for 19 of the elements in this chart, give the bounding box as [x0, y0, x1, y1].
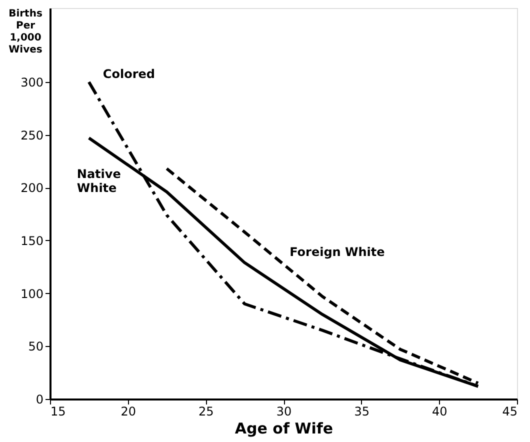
- y-axis-title: Births Per 1,000 Wives: [8, 8, 42, 56]
- y-tick-label: 100: [20, 286, 44, 301]
- series-label: Native White: [76, 166, 121, 195]
- x-tick-label: 25: [198, 404, 214, 418]
- x-tick-label: 35: [354, 404, 370, 418]
- y-tick-label: 300: [20, 75, 44, 90]
- x-axis-title: Age of Wife: [234, 420, 334, 438]
- y-tick-label: 200: [20, 181, 44, 196]
- y-tick-label: 0: [36, 392, 44, 406]
- y-tick-label: 150: [20, 234, 44, 248]
- x-tick-label: 15: [50, 404, 66, 418]
- y-tick-label: 250: [20, 128, 44, 142]
- series-label: Colored: [102, 66, 155, 81]
- series-label: Foreign White: [290, 245, 385, 260]
- x-tick-label: 45: [502, 404, 518, 418]
- y-tick-label: 50: [28, 340, 44, 354]
- x-tick-label: 30: [276, 404, 292, 418]
- x-tick-label: 40: [432, 404, 448, 418]
- x-tick-label: 20: [120, 404, 136, 418]
